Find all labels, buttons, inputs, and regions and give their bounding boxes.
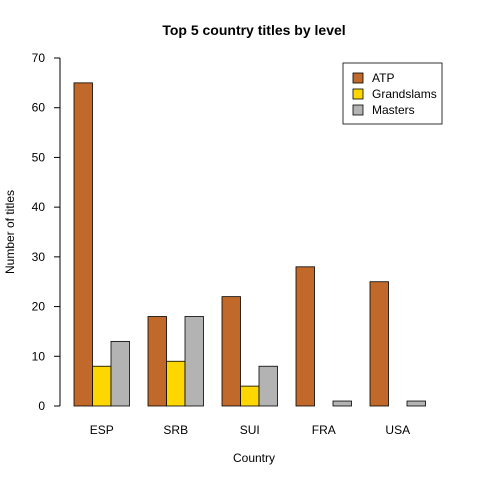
bar-sui-atp <box>221 296 241 407</box>
y-tick-label: 50 <box>32 150 46 164</box>
chart-title: Top 5 country titles by level <box>162 22 345 38</box>
y-tick-label: 10 <box>32 349 46 363</box>
bar-fra-masters <box>332 400 352 407</box>
y-tick-label: 30 <box>32 250 46 264</box>
bar-sui-grandslams <box>240 385 260 407</box>
y-tick-label: 60 <box>32 101 46 115</box>
y-tick-label: 20 <box>32 300 46 314</box>
y-tick-label: 70 <box>32 51 46 65</box>
bar-fra-atp <box>295 266 315 407</box>
bar-usa-masters <box>406 400 426 407</box>
bar-srb-masters <box>184 316 204 407</box>
y-axis-label: Number of titles <box>3 190 17 274</box>
legend-label-atp: ATP <box>372 71 394 85</box>
bar-srb-atp <box>147 316 167 407</box>
bars-group <box>73 82 426 407</box>
x-tick-label: USA <box>385 423 410 437</box>
x-tick-label: SRB <box>163 423 188 437</box>
x-axis-label: Country <box>233 451 275 465</box>
y-axis: 0 10 20 30 40 50 60 70 <box>32 51 61 413</box>
legend: ATP Grandslams Masters <box>342 62 443 125</box>
bar-srb-grandslams <box>166 360 186 407</box>
legend-swatch-masters <box>352 104 364 116</box>
legend-swatch-grandslams <box>352 88 364 100</box>
x-tick-label: ESP <box>90 423 114 437</box>
legend-label-masters: Masters <box>372 103 415 117</box>
x-tick-label: SUI <box>240 423 260 437</box>
bar-sui-masters <box>258 365 278 407</box>
legend-swatch-atp <box>352 72 364 84</box>
y-tick-label: 0 <box>38 399 45 413</box>
bar-esp-atp <box>73 82 93 407</box>
x-tick-labels: ESP SRB SUI FRA USA <box>90 423 410 437</box>
bar-esp-grandslams <box>92 365 112 407</box>
y-tick-label: 40 <box>32 200 46 214</box>
bar-usa-atp <box>369 281 389 407</box>
bar-esp-masters <box>110 340 130 407</box>
legend-label-grandslams: Grandslams <box>372 87 437 101</box>
x-tick-label: FRA <box>312 423 336 437</box>
